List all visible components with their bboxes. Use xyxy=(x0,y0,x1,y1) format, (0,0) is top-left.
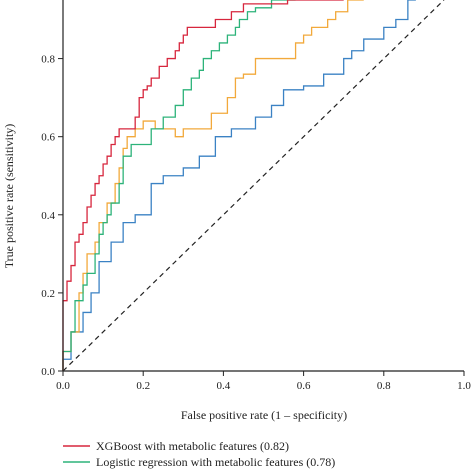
series-line-4 xyxy=(62,0,416,371)
y-axis-title: True positive rate (sensitivity) xyxy=(2,124,16,269)
x-tick-label: 0.0 xyxy=(56,380,70,392)
legend-label-2: Logistic regression with metabolic featu… xyxy=(96,455,335,469)
diagonal-reference-line xyxy=(62,0,445,372)
x-tick-label: 1.0 xyxy=(457,380,471,392)
y-tick-label: 0.6 xyxy=(41,132,55,144)
series-line-2 xyxy=(62,0,296,371)
x-tick-label: 0.8 xyxy=(377,380,391,392)
axes: 0.0 0.2 0.4 0.6 0.8 1.0 0.0 0.2 0.4 0.6 0.8 xyxy=(41,0,471,392)
legend: XGBoost with metabolic features (0.82) Lo… xyxy=(63,439,335,469)
x-tick-label: 0.4 xyxy=(217,380,231,392)
legend-label-1: XGBoost with metabolic features (0.82) xyxy=(96,439,289,453)
x-axis-title: False positive rate (1 – specificity) xyxy=(181,408,347,422)
x-tick-label: 0.6 xyxy=(297,380,311,392)
y-tick-label: 0.0 xyxy=(41,366,55,378)
y-tick-label: 0.4 xyxy=(41,210,55,222)
plot-area xyxy=(62,0,445,372)
series-line-3 xyxy=(62,0,364,371)
y-tick-label: 0.2 xyxy=(41,288,55,300)
series-line-1 xyxy=(62,0,344,371)
x-tick-label: 0.2 xyxy=(136,380,150,392)
y-tick-label: 0.8 xyxy=(41,54,55,66)
